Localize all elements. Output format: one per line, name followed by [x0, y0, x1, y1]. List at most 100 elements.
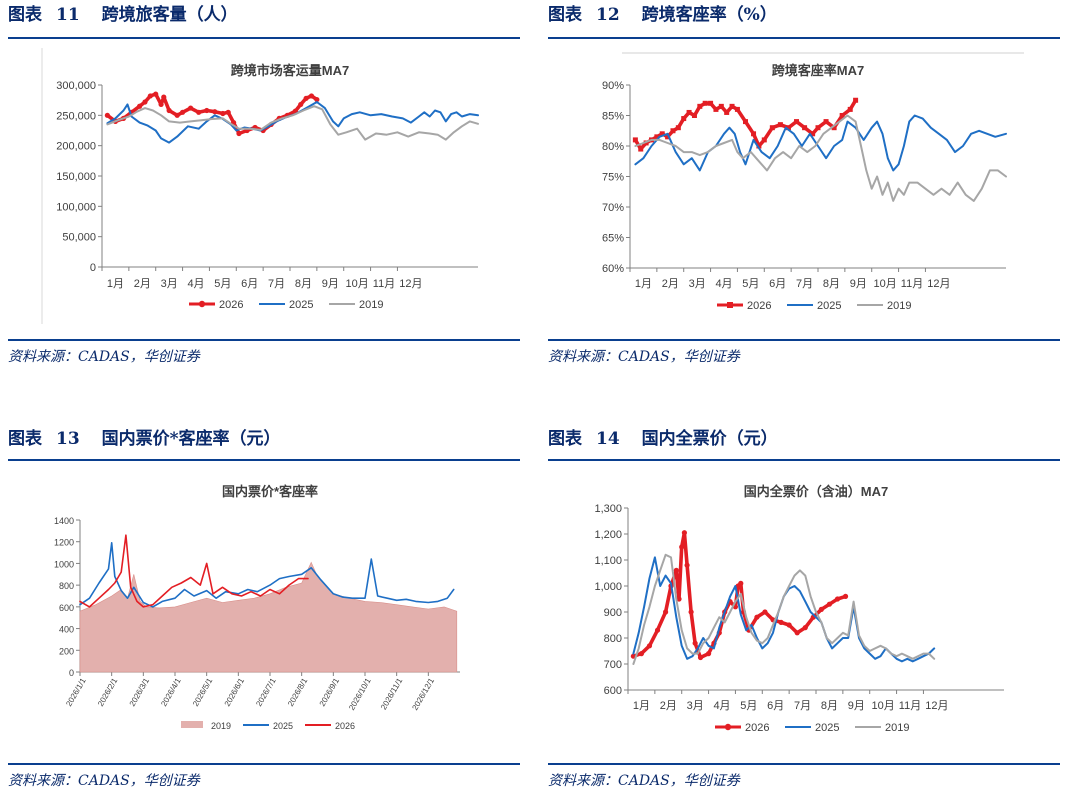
series-marker-2026 — [794, 119, 800, 125]
series-area-2019 — [79, 561, 458, 673]
series-line-2019 — [106, 105, 479, 141]
y-tick-label: 200,000 — [56, 141, 96, 153]
x-tick-label: 2026/5/1 — [191, 676, 215, 708]
x-tick-label: 2026/10/1 — [347, 676, 373, 712]
series-marker-2026 — [738, 580, 744, 586]
legend-marker — [727, 302, 733, 308]
y-tick-label: 60% — [602, 263, 624, 275]
source-note: 资料来源：CADAS，华创证券 — [548, 349, 740, 365]
figure-number: 11 — [56, 5, 80, 25]
series-marker-2026 — [204, 107, 210, 114]
series-marker-2026 — [681, 530, 687, 536]
series-line-2019 — [634, 114, 1007, 202]
x-tick-label: 1月 — [107, 278, 124, 290]
series-marker-2026 — [308, 93, 315, 99]
series-marker-2026 — [702, 100, 708, 106]
series-marker-2026 — [831, 125, 837, 131]
series-marker-2026 — [724, 109, 730, 115]
series-marker-2026 — [769, 125, 775, 131]
figure-title: 图表 11 跨境旅客量（人） — [8, 0, 520, 30]
y-tick-label: 90% — [602, 80, 624, 92]
y-tick-label: 400 — [59, 625, 74, 635]
source-rule — [8, 339, 520, 341]
series-marker-2026 — [142, 99, 148, 105]
x-tick-label: 10月 — [346, 278, 369, 290]
series-marker-2026 — [665, 134, 671, 140]
series-marker-2026 — [673, 567, 679, 573]
y-tick-label: 600 — [59, 603, 74, 613]
legend-marker — [198, 300, 206, 308]
x-tick-label: 5月 — [214, 278, 231, 290]
series-marker-2026 — [638, 146, 644, 152]
source-rule — [548, 763, 1060, 765]
y-tick-label: 50,000 — [62, 232, 96, 244]
series-marker-2026 — [137, 103, 143, 109]
x-tick-label: 10月 — [874, 278, 897, 290]
x-tick-label: 11月 — [899, 700, 921, 712]
y-tick-label: 200 — [59, 646, 74, 656]
series-marker-2026 — [654, 627, 661, 633]
x-tick-label: 1月 — [633, 700, 650, 712]
chart-title: 国内票价*客座率 — [222, 484, 318, 499]
x-tick-label: 2026/1/1 — [64, 676, 88, 708]
legend-label: 2019 — [359, 299, 383, 311]
y-tick-label: 800 — [59, 581, 74, 591]
figure-label: 图表 — [548, 5, 582, 25]
figure-caption: 国内全票价（元） — [641, 429, 778, 449]
series-marker-2026 — [212, 109, 218, 115]
x-tick-label: 8月 — [821, 700, 838, 712]
series-marker-2026 — [815, 125, 821, 131]
x-tick-label: 11月 — [901, 278, 923, 290]
series-marker-2026 — [663, 609, 669, 615]
y-tick-label: 1,300 — [594, 503, 622, 515]
series-marker-2026 — [686, 109, 692, 115]
series-marker-2026 — [104, 112, 110, 118]
x-tick-label: 2026/12/1 — [410, 676, 436, 712]
figure-title: 图表 12 跨境客座率（%） — [548, 0, 1060, 30]
x-tick-label: 12月 — [399, 278, 422, 290]
series-marker-2026 — [697, 654, 704, 661]
panel-fig-14: 图表 14 国内全票价（元） 国内全票价（含油）MA7 600 700 800 900 1,0… — [548, 424, 1060, 798]
series-marker-2026 — [697, 103, 703, 109]
x-tick-label: 2月 — [660, 700, 677, 712]
legend-label: 2026 — [219, 299, 243, 311]
panel-fig-11: 图表 11 跨境旅客量（人） 跨境市场客运量MA7 0 50,000 100,000 150… — [8, 0, 520, 380]
series-marker-2026 — [794, 630, 800, 636]
x-tick-label: 2026/6/1 — [223, 676, 247, 708]
x-tick-label: 4月 — [715, 278, 732, 290]
y-tick-label: 700 — [604, 659, 622, 671]
title-rule — [548, 37, 1060, 39]
panel-fig-12: 图表 12 跨境客座率（%） 跨境客座率MA7 60% 65% 70% 75% 80% 85% 9… — [548, 0, 1060, 380]
series-marker-2026 — [161, 94, 167, 100]
figure-label: 图表 — [548, 429, 582, 449]
figure-label: 图表 — [8, 429, 42, 449]
series-marker-2026 — [823, 119, 829, 125]
series-marker-2026 — [153, 91, 159, 97]
series-marker-2026 — [842, 593, 849, 599]
series-marker-2026 — [691, 113, 697, 118]
legend-label: 2025 — [815, 722, 839, 734]
series-marker-2026 — [174, 112, 180, 118]
x-tick-label: 6月 — [241, 278, 258, 290]
x-tick-label: 5月 — [740, 700, 757, 712]
x-tick-label: 1月 — [635, 278, 652, 290]
series-marker-2026 — [236, 130, 242, 137]
series-marker-2026 — [220, 110, 226, 117]
title-rule — [8, 459, 520, 461]
series-marker-2026 — [708, 100, 714, 106]
series-marker-2026 — [188, 105, 194, 111]
series-marker-2026 — [847, 106, 853, 112]
y-tick-label: 0 — [69, 668, 74, 678]
legend-label: 2026 — [745, 722, 769, 734]
legend-label: 2026 — [747, 300, 771, 312]
x-tick-label: 2月 — [662, 278, 679, 290]
series-marker-2026 — [679, 544, 685, 550]
series-marker-2026 — [654, 134, 660, 140]
x-tick-label: 9月 — [322, 278, 339, 290]
legend-swatch — [181, 721, 203, 728]
x-tick-label: 12月 — [925, 700, 948, 712]
series-line-2025 — [106, 101, 479, 144]
series-marker-2026 — [196, 109, 202, 115]
chart-domestic-full-fare: 国内全票价（含油）MA7 600 700 800 900 1,000 1,100 1,200 1… — [594, 484, 1004, 734]
series-marker-2026 — [818, 606, 824, 612]
